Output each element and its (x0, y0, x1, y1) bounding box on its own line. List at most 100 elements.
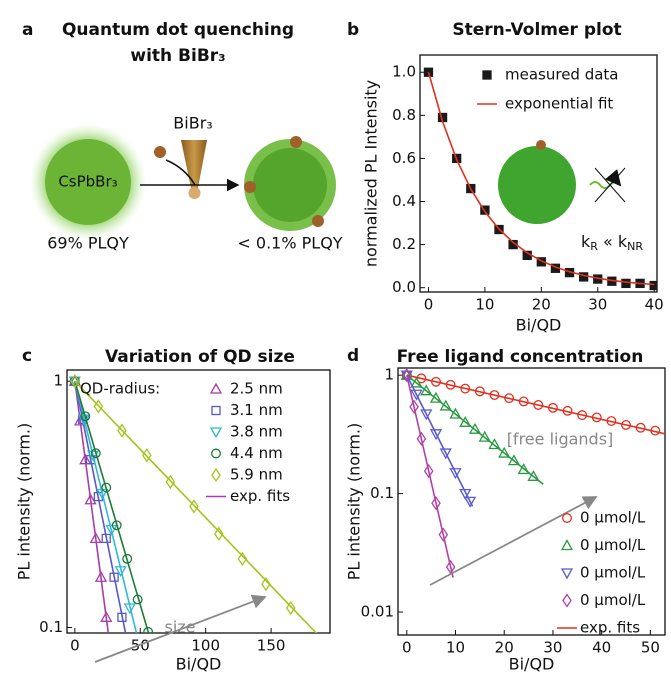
panel-letter: c (22, 346, 32, 366)
annotation: size (164, 618, 195, 637)
panel-letter: b (347, 20, 359, 40)
chart: b Stern-Volmer plot 0 10 20 30 40 0.0 0.2 0.4 0.6 0… (347, 20, 664, 335)
plot-area (423, 67, 657, 291)
plot-frame (397, 367, 666, 636)
marker (439, 448, 452, 460)
y-tick-label: 0.01 (361, 603, 394, 621)
plot-area (400, 368, 665, 578)
marker (209, 427, 223, 439)
plot-frame (66, 369, 331, 634)
marker (649, 280, 657, 291)
marker (459, 488, 472, 500)
droplet (154, 146, 166, 158)
marker (533, 400, 544, 410)
trend-arrow (429, 496, 598, 586)
marker (498, 446, 511, 458)
chart-title: Free ligand concentration (397, 347, 644, 367)
trend-arrow (94, 594, 267, 663)
marker (429, 391, 443, 403)
marker (79, 453, 92, 465)
adsorbed-ion (312, 215, 324, 227)
marker (401, 368, 412, 383)
marker (606, 416, 617, 426)
marker (621, 420, 631, 430)
emission (589, 169, 622, 189)
chart-title: Variation of QD size (105, 347, 295, 367)
x-tick-label: 150 (257, 637, 286, 655)
marker (438, 527, 449, 542)
quantum-dot (498, 146, 576, 224)
marker (562, 405, 573, 416)
y-tick-label: 0.6 (392, 149, 416, 167)
legend-label: 4.4 nm (230, 444, 283, 462)
annotation: [free ligands] (507, 430, 614, 449)
marker (111, 520, 122, 531)
quantum-dot (45, 139, 131, 225)
legend-label: 0 µmol/L (580, 591, 646, 609)
legend-label: exp. fits (230, 487, 290, 505)
y-tick-label: 1 (53, 372, 63, 390)
legend-label: 5.9 nm (230, 466, 283, 484)
panel-letter: d (347, 346, 359, 366)
marker (650, 425, 661, 436)
marker (114, 566, 127, 578)
y-tick-label: 0.4 (392, 192, 416, 210)
sub: R (590, 240, 598, 253)
fit-line (74, 381, 138, 633)
marker (101, 533, 111, 544)
marker (90, 448, 101, 459)
x-tick-label: 30 (588, 296, 607, 314)
marker (459, 415, 472, 427)
x-tick-label: 10 (475, 296, 494, 314)
marker (635, 422, 646, 433)
marker (209, 382, 223, 394)
marker (507, 454, 521, 466)
marker (449, 407, 462, 419)
marker (547, 402, 558, 413)
k: « k (598, 232, 628, 251)
fit-line (74, 380, 318, 633)
marker (211, 448, 221, 459)
marker (445, 559, 456, 575)
marker (431, 376, 441, 387)
marker (577, 410, 588, 421)
legend-label: exponential fit (505, 95, 613, 113)
marker (211, 467, 221, 483)
marker (517, 463, 530, 475)
x-tick-label: 40 (592, 639, 611, 657)
fit-line (406, 375, 454, 578)
x-tick-label: 30 (543, 639, 562, 657)
marker (123, 603, 136, 615)
marker (132, 594, 143, 605)
plqy-after: < 0.1% PLQY (237, 234, 342, 253)
legend-label: 0 µmol/L (580, 536, 646, 554)
marker (70, 373, 80, 389)
particle-label: CsPbBr₃ (58, 173, 117, 191)
marker (420, 384, 433, 396)
y-tick-label: 0.0 (392, 278, 416, 296)
marker (105, 524, 118, 536)
marker (117, 612, 127, 622)
legend-label: 3.8 nm (230, 423, 283, 441)
plot-frame (419, 54, 658, 293)
curve (165, 159, 196, 186)
legend-label: 2.5 nm (230, 380, 283, 398)
legend-label: 0 µmol/L (580, 564, 646, 582)
marker (420, 409, 433, 421)
x-tick-label: 10 (446, 639, 465, 657)
marker (84, 493, 97, 505)
plqy-before: 69% PLQY (47, 234, 129, 253)
fit-line (406, 374, 474, 507)
x-axis-label: Bi/QD (509, 655, 555, 674)
marker (142, 448, 152, 463)
marker (100, 610, 113, 622)
fit-line (406, 374, 544, 485)
rate-label: kR « kNR (581, 232, 643, 254)
marker (165, 474, 176, 490)
marker (562, 513, 572, 523)
chart: d Free ligand concentration 0 10 20 30 40 50 1 0.… (345, 346, 666, 674)
marker (410, 389, 423, 401)
marker (560, 539, 574, 551)
cross (594, 167, 626, 203)
marker (621, 278, 631, 289)
